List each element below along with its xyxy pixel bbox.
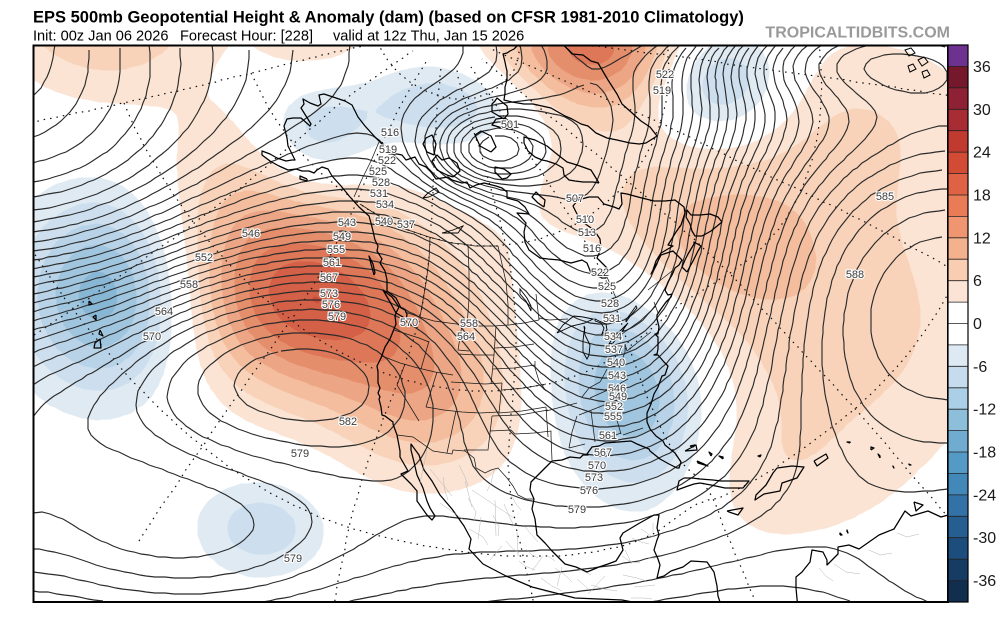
- svg-text:534: 534: [376, 199, 394, 211]
- svg-text:507: 507: [566, 193, 584, 205]
- svg-text:0: 0: [973, 316, 982, 333]
- svg-text:30: 30: [973, 102, 991, 119]
- svg-text:558: 558: [460, 318, 478, 330]
- svg-text:-18: -18: [973, 445, 996, 462]
- svg-text:573: 573: [320, 288, 338, 300]
- svg-text:valid at 12z Thu, Jan 15 2026: valid at 12z Thu, Jan 15 2026: [333, 29, 524, 45]
- svg-text:582: 582: [339, 416, 357, 428]
- svg-text:576: 576: [580, 485, 598, 497]
- svg-text:561: 561: [323, 257, 341, 269]
- svg-text:573: 573: [585, 472, 603, 484]
- svg-text:-24: -24: [973, 487, 996, 504]
- svg-text:555: 555: [604, 411, 622, 423]
- svg-text:567: 567: [320, 272, 338, 284]
- svg-text:513: 513: [578, 227, 596, 239]
- svg-text:516: 516: [381, 127, 399, 139]
- svg-text:24: 24: [973, 145, 991, 162]
- svg-text:579: 579: [291, 448, 309, 460]
- svg-text:549: 549: [609, 391, 627, 403]
- svg-text:543: 543: [338, 217, 356, 229]
- svg-text:Init: 00z Jan 06 2026: Init: 00z Jan 06 2026: [33, 29, 169, 45]
- svg-text:540: 540: [607, 357, 625, 369]
- svg-text:579: 579: [284, 553, 302, 565]
- svg-text:528: 528: [372, 177, 390, 189]
- svg-text:519: 519: [379, 144, 397, 156]
- svg-text:567: 567: [594, 447, 612, 459]
- svg-text:564: 564: [155, 306, 173, 318]
- svg-text:537: 537: [397, 219, 415, 231]
- svg-text:558: 558: [180, 279, 198, 291]
- svg-text:537: 537: [605, 344, 623, 356]
- svg-text:519: 519: [653, 85, 671, 97]
- svg-text:570: 570: [588, 460, 606, 472]
- svg-text:534: 534: [604, 331, 622, 343]
- svg-text:Forecast Hour: [228]: Forecast Hour: [228]: [180, 29, 313, 45]
- svg-text:525: 525: [369, 166, 387, 178]
- svg-text:36: 36: [973, 59, 991, 76]
- svg-text:549: 549: [333, 231, 351, 243]
- svg-text:522: 522: [656, 69, 674, 81]
- svg-text:552: 552: [605, 401, 623, 413]
- svg-text:546: 546: [608, 383, 626, 395]
- svg-text:576: 576: [322, 299, 340, 311]
- svg-text:546: 546: [242, 228, 260, 240]
- svg-text:6: 6: [973, 273, 982, 290]
- svg-text:EPS 500mb Geopotential Height: EPS 500mb Geopotential Height & Anomaly …: [33, 9, 744, 27]
- svg-text:-36: -36: [973, 573, 996, 590]
- svg-text:531: 531: [370, 188, 388, 200]
- svg-text:525: 525: [598, 281, 616, 293]
- svg-text:-12: -12: [973, 402, 996, 419]
- svg-text:-6: -6: [973, 359, 987, 376]
- svg-text:570: 570: [143, 331, 161, 343]
- svg-text:552: 552: [195, 252, 213, 264]
- svg-text:588: 588: [846, 269, 864, 281]
- svg-text:501: 501: [501, 119, 519, 131]
- svg-text:579: 579: [568, 504, 586, 516]
- svg-text:543: 543: [608, 370, 626, 382]
- svg-text:585: 585: [876, 191, 894, 203]
- svg-text:516: 516: [583, 243, 601, 255]
- svg-text:564: 564: [457, 331, 475, 343]
- svg-text:555: 555: [327, 244, 345, 256]
- svg-text:18: 18: [973, 188, 991, 205]
- svg-text:522: 522: [591, 267, 609, 279]
- svg-text:540: 540: [375, 216, 393, 228]
- svg-text:531: 531: [603, 313, 621, 325]
- svg-text:510: 510: [576, 214, 594, 226]
- svg-text:12: 12: [973, 230, 991, 247]
- svg-text:579: 579: [328, 311, 346, 323]
- svg-text:TROPICALTIDBITS.COM: TROPICALTIDBITS.COM: [765, 25, 950, 42]
- svg-text:561: 561: [599, 430, 617, 442]
- svg-text:522: 522: [378, 155, 396, 167]
- svg-text:-30: -30: [973, 530, 996, 547]
- svg-text:528: 528: [601, 298, 619, 310]
- svg-text:570: 570: [400, 317, 418, 329]
